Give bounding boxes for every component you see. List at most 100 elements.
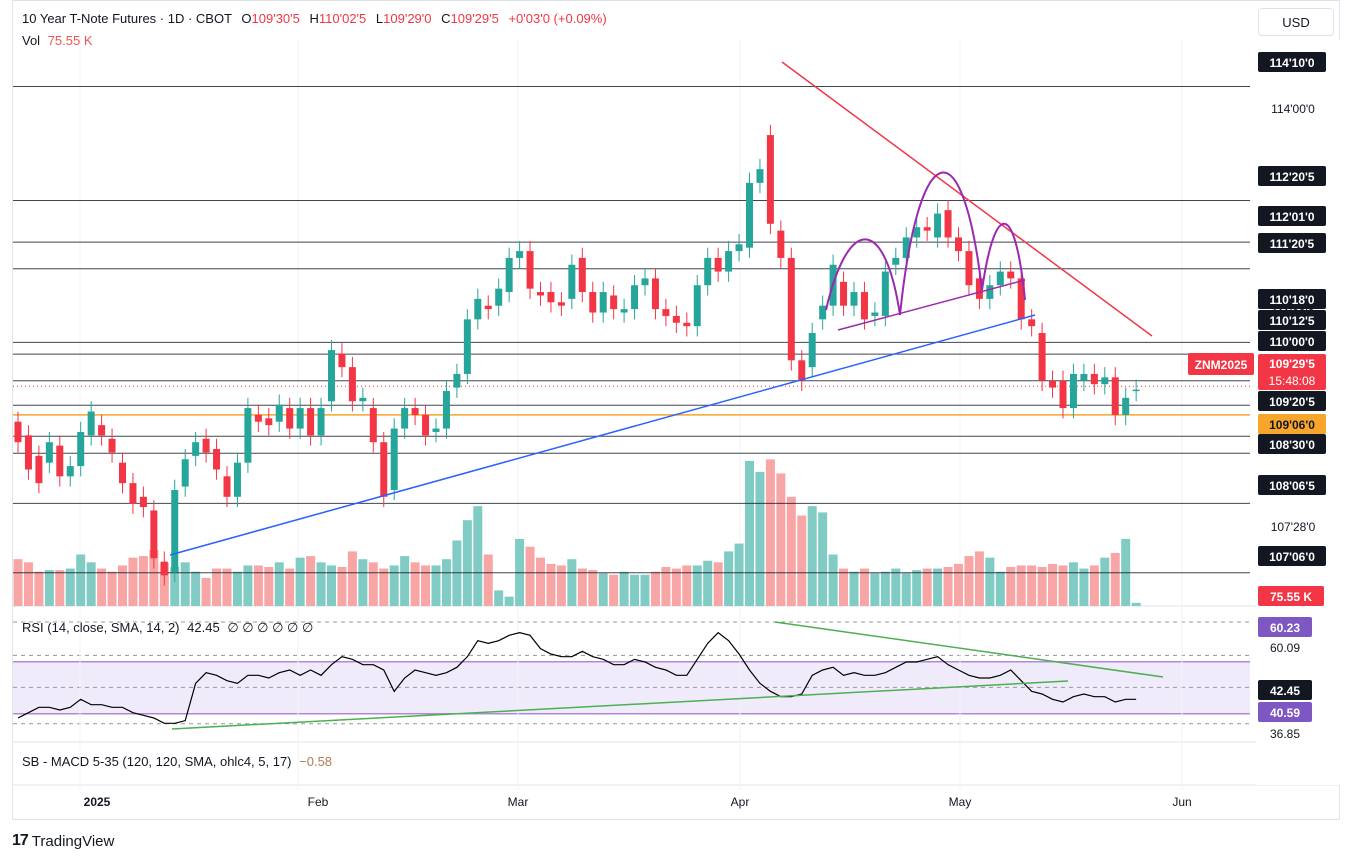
candle bbox=[1049, 380, 1057, 388]
tradingview-logo[interactable]: 17 TradingView bbox=[12, 832, 114, 850]
candle bbox=[254, 414, 262, 422]
candle bbox=[975, 278, 983, 299]
candle bbox=[1122, 397, 1130, 415]
volume-bar bbox=[86, 562, 96, 606]
price-label: 111'20'5 bbox=[1270, 237, 1315, 251]
price-label-box bbox=[1258, 331, 1326, 351]
price-label-box bbox=[1258, 391, 1326, 411]
volume-bar bbox=[1089, 565, 1099, 606]
candle bbox=[108, 438, 116, 453]
candle bbox=[547, 292, 555, 303]
volume-bar bbox=[807, 506, 817, 606]
price-label-box bbox=[1258, 206, 1326, 226]
rsi-low-label: 36.85 bbox=[1270, 727, 1300, 741]
rsi-upper-label: 60.23 bbox=[1270, 621, 1300, 635]
candle bbox=[662, 309, 670, 316]
candle bbox=[77, 431, 85, 467]
rsi-upper-box bbox=[1258, 617, 1312, 637]
symbol-tag bbox=[1188, 353, 1254, 375]
volume-bar bbox=[671, 568, 681, 606]
price-label: 109'20'5 bbox=[1269, 395, 1315, 409]
volume-bar bbox=[682, 565, 692, 606]
volume-bar bbox=[891, 568, 901, 606]
price-label: 112'20'5 bbox=[1269, 170, 1314, 184]
candle bbox=[369, 408, 377, 443]
volume-bar bbox=[1048, 563, 1058, 606]
volume-bar bbox=[201, 577, 211, 606]
volume-bar bbox=[964, 556, 974, 606]
volume-legend[interactable]: Vol 75.55 K bbox=[22, 33, 93, 48]
volume-bar bbox=[745, 460, 754, 606]
candle bbox=[1059, 380, 1067, 409]
rsi-support-trendline bbox=[171, 680, 1069, 730]
candle bbox=[766, 135, 774, 224]
red-trendline bbox=[781, 61, 1153, 337]
candle bbox=[599, 292, 607, 313]
currency-button[interactable]: USD bbox=[1258, 8, 1334, 36]
volume-bar bbox=[180, 562, 190, 606]
volume-bar bbox=[55, 570, 65, 606]
volume-bar bbox=[1006, 567, 1016, 606]
candle bbox=[359, 397, 367, 402]
volume-bar bbox=[337, 567, 347, 606]
volume-bar bbox=[598, 573, 608, 606]
time-axis-label: Apr bbox=[731, 795, 750, 809]
candle bbox=[537, 292, 544, 296]
candle bbox=[380, 442, 388, 497]
volume-bar bbox=[452, 540, 462, 606]
candle bbox=[265, 418, 273, 426]
price-label: 110'18'0 bbox=[1269, 293, 1314, 307]
candle bbox=[453, 373, 461, 388]
volume-bar bbox=[734, 543, 744, 606]
volume-bar bbox=[546, 563, 556, 606]
rsi-ma-box bbox=[1258, 702, 1312, 722]
rsi-resistance-trendline bbox=[774, 621, 1164, 678]
price-label-box bbox=[1258, 310, 1326, 330]
volume-bar bbox=[504, 596, 514, 606]
candle bbox=[631, 285, 639, 310]
volume-bar bbox=[295, 557, 305, 606]
candle bbox=[1017, 278, 1025, 320]
candle bbox=[777, 230, 785, 258]
candle bbox=[495, 288, 503, 306]
rsi-ma-label: 40.59 bbox=[1270, 706, 1300, 720]
candle bbox=[693, 285, 701, 327]
volume-bar bbox=[1058, 565, 1068, 606]
volume-bar bbox=[212, 568, 222, 606]
volume-bar bbox=[170, 567, 180, 606]
candle bbox=[714, 257, 722, 272]
candle bbox=[840, 281, 848, 306]
time-axis-label: Feb bbox=[308, 795, 329, 809]
volume-bar bbox=[253, 565, 263, 606]
candle bbox=[1111, 377, 1119, 415]
symbol-title[interactable]: 10 Year T-Note Futures · 1D · CBOT bbox=[22, 11, 232, 26]
candle bbox=[24, 435, 32, 470]
candle bbox=[35, 455, 43, 484]
price-label: 110'12'5 bbox=[1269, 314, 1314, 328]
candle bbox=[516, 251, 524, 258]
candle bbox=[986, 285, 994, 299]
candle bbox=[45, 442, 53, 463]
volume-label: Vol bbox=[22, 33, 41, 48]
volume-bar bbox=[661, 567, 671, 606]
volume-bar bbox=[316, 562, 326, 606]
candle bbox=[965, 251, 973, 286]
volume-bar bbox=[138, 556, 148, 606]
low-value: 109'29'0 bbox=[383, 11, 432, 26]
volume-bar bbox=[786, 496, 796, 606]
price-label: 110'00'0 bbox=[1269, 335, 1314, 349]
volume-bar bbox=[901, 573, 911, 606]
macd-legend[interactable]: SB - MACD 5-35 (120, 120, SMA, ohlc4, 5,… bbox=[22, 754, 332, 769]
volume-bar bbox=[97, 568, 107, 606]
candle bbox=[213, 449, 221, 470]
price-label-box bbox=[1258, 52, 1326, 72]
candle bbox=[442, 391, 450, 429]
candle bbox=[902, 237, 910, 258]
volume-bar bbox=[65, 568, 75, 606]
volume-bar bbox=[1079, 568, 1089, 606]
volume-bar bbox=[577, 568, 587, 606]
volume-bar bbox=[912, 570, 922, 606]
symbol-legend[interactable]: 10 Year T-Note Futures · 1D · CBOT O109'… bbox=[22, 11, 607, 26]
rsi-legend[interactable]: RSI (14, close, SMA, 14, 2) 42.45 ∅ ∅ ∅ … bbox=[22, 620, 313, 636]
